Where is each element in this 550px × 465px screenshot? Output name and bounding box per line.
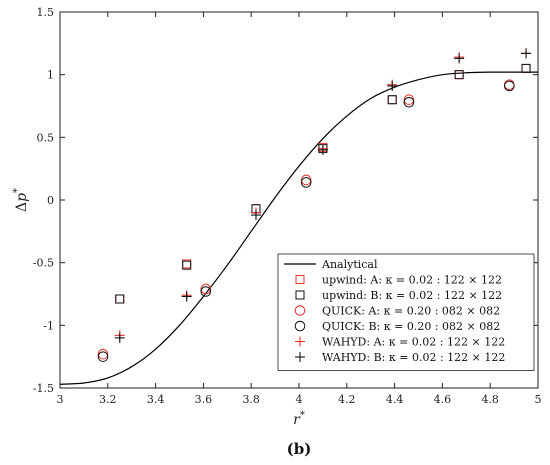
- x-tick-label: 3: [57, 393, 64, 406]
- data-point: [114, 332, 125, 343]
- y-tick-label: 0.5: [37, 131, 55, 144]
- data-point: [387, 80, 398, 91]
- legend-label: upwind: B: κ = 0.02 : 122 × 122: [322, 289, 502, 302]
- data-point: [403, 94, 415, 106]
- data-point: [521, 48, 532, 59]
- legend-marker: [294, 320, 306, 332]
- legend: Analytical upwind: A: κ = 0.02 : 122 × 12…: [277, 253, 535, 371]
- legend-entry: upwind: B: κ = 0.02 : 122 × 122: [295, 289, 502, 302]
- x-tick-label: 4.4: [386, 393, 404, 406]
- data-point: [181, 291, 192, 302]
- data-point: [200, 283, 212, 295]
- y-tick-label: 1: [47, 69, 54, 82]
- data-point: [403, 96, 415, 108]
- x-axis-label: r*: [293, 410, 305, 428]
- legend-marker: [294, 305, 306, 316]
- legend-label: QUICK: B: κ = 0.20 : 082 × 082: [322, 320, 500, 333]
- legend-label: upwind: A: κ = 0.02 : 122 × 122: [322, 274, 502, 287]
- x-tick-label: 5: [535, 393, 542, 406]
- data-point: [97, 351, 109, 362]
- data-point: [504, 80, 515, 92]
- data-point: [250, 210, 261, 221]
- data-point: [317, 144, 328, 155]
- y-tick-label: 0: [47, 194, 54, 207]
- x-tick-label: 3.8: [242, 393, 260, 406]
- x-tick-label: 3.2: [99, 393, 117, 406]
- legend-box: [277, 253, 535, 371]
- legend-entry: QUICK: B: κ = 0.20 : 082 × 082: [294, 320, 500, 333]
- y-tick-label: -0.5: [33, 257, 54, 270]
- x-tick-label: 4: [296, 393, 303, 406]
- x-tick-label: 4.6: [434, 393, 452, 406]
- legend-entry: upwind: A: κ = 0.02 : 122 × 122: [295, 274, 502, 287]
- y-axis: -1.5 -1 -0.5 0 0.5 1 1.5: [33, 6, 538, 395]
- data-point: [300, 174, 312, 186]
- x-axis: 3 3.2 3.4 3.6 3.8 4 4.2 4.4 4.6 4.8 5: [57, 12, 542, 406]
- x-tick-label: 3.4: [147, 393, 165, 406]
- legend-marker: [295, 290, 305, 300]
- y-axis-label: Δp*: [12, 188, 30, 212]
- legend-label: WAHYD: A: κ = 0.02 : 122 × 122: [322, 336, 505, 349]
- legend-entry: WAHYD: B: κ = 0.02 : 122 × 122: [295, 351, 505, 364]
- legend-label: QUICK: A: κ = 0.20 : 082 × 082: [322, 305, 500, 318]
- data-point: [115, 294, 125, 304]
- data-point: [521, 63, 531, 73]
- data-point: [454, 53, 465, 64]
- x-tick-label: 3.6: [195, 393, 213, 406]
- legend-marker: [295, 275, 305, 284]
- panel-label: (b): [287, 440, 312, 458]
- legend-entry: QUICK: A: κ = 0.20 : 082 × 082: [294, 305, 500, 318]
- y-tick-label: 1.5: [37, 6, 55, 19]
- y-tick-label: -1.5: [33, 382, 54, 395]
- data-point: [182, 260, 192, 270]
- data-point: [454, 70, 464, 80]
- data-point: [387, 95, 397, 105]
- x-tick-label: 4.2: [338, 393, 356, 406]
- data-point: [200, 286, 212, 297]
- legend-label: WAHYD: B: κ = 0.02 : 122 × 122: [322, 351, 505, 364]
- data-points: [97, 48, 532, 362]
- series-line-analytical: [59, 71, 538, 385]
- data-point: [300, 177, 312, 188]
- legend-label: Analytical: [321, 258, 378, 271]
- y-tick-label: -1: [43, 319, 54, 332]
- legend-entry: Analytical: [284, 258, 378, 271]
- data-point: [97, 348, 109, 360]
- x-tick-label: 4.8: [481, 393, 499, 406]
- legend-marker: [295, 352, 305, 362]
- legend-entry: WAHYD: A: κ = 0.02 : 122 × 122: [295, 336, 505, 349]
- legend-marker: [295, 336, 305, 347]
